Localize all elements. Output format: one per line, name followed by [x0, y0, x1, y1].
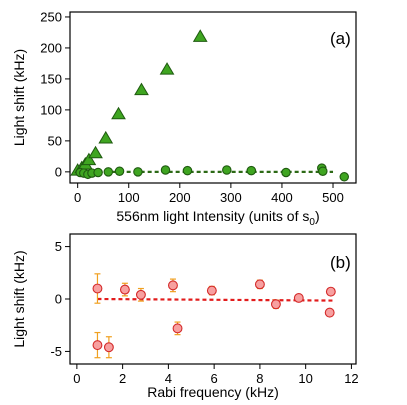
data-point-circle — [222, 165, 232, 175]
y-tick-label: 0 — [55, 292, 62, 307]
data-point-circle — [114, 166, 125, 176]
x-axis-label-text: 556nm light Intensity (units of s — [116, 208, 309, 224]
x-tick-label: 0 — [73, 371, 80, 386]
x-axis-label: Rabi frequency (kHz) — [147, 384, 279, 400]
y-tick-label: 0 — [55, 164, 62, 179]
data-point-triangle — [159, 62, 175, 75]
data-point-circle — [318, 166, 328, 176]
plot-frame — [69, 11, 357, 184]
x-tick-label: 2 — [119, 371, 126, 386]
panel-label: (a) — [330, 29, 351, 48]
y-axis-label: Light shift (kHz) — [11, 49, 27, 146]
x-tick-label: 6 — [211, 371, 218, 386]
data-point-triangle — [192, 29, 208, 42]
data-point-circle — [339, 172, 350, 182]
x-tick-label: 0 — [74, 190, 81, 205]
y-tick-label: -5 — [50, 344, 62, 359]
y-tick-label: 200 — [40, 40, 62, 55]
panel-label: (b) — [330, 253, 351, 272]
data-point-circle — [172, 323, 183, 334]
data-point-circle — [92, 283, 103, 294]
data-point-circle — [281, 167, 291, 178]
data-point-triangle — [134, 82, 149, 96]
x-tick-label: 100 — [118, 190, 140, 205]
data-point-circle — [93, 167, 103, 178]
data-point-triangle — [98, 130, 114, 144]
x-axis-label-subscript: 0 — [309, 217, 315, 228]
x-axis-label: 556nm light Intensity (units of s0) — [116, 208, 319, 228]
data-point-circle — [324, 307, 335, 318]
data-point-circle — [160, 165, 171, 175]
x-tick-label: 4 — [165, 371, 172, 386]
y-tick-label: 50 — [48, 133, 62, 148]
panel-a: 0 100 200 300 400 500 0 50 100 150 200 250 556nm lig… — [11, 9, 357, 228]
x-tick-label: 300 — [220, 190, 242, 205]
x-axis-label-text: Rabi frequency (kHz) — [147, 384, 279, 400]
data-point-circle — [92, 340, 103, 351]
data-point-circle — [103, 167, 114, 177]
data-point-circle — [182, 165, 193, 176]
x-tick-label: 8 — [256, 371, 263, 386]
data-point-circle — [168, 280, 178, 291]
data-point-triangle — [88, 145, 103, 159]
x-tick-label: 10 — [298, 371, 312, 386]
x-tick-label: 500 — [322, 190, 344, 205]
data-point-circle — [270, 299, 281, 310]
data-point-circle — [206, 285, 217, 296]
data-point-circle — [135, 289, 146, 300]
panel-b: 0 2 4 6 8 10 12 -5 0 5 Rabi frequency (kHz) Light s… — [11, 233, 359, 400]
x-tick-label: 400 — [271, 190, 293, 205]
fit-line — [97, 297, 334, 302]
y-tick-label: 250 — [40, 9, 62, 24]
y-tick-label: 100 — [40, 102, 62, 117]
y-axis-label: Light shift (kHz) — [11, 250, 27, 347]
x-tick-label: 12 — [344, 371, 358, 386]
data-point-circle — [133, 167, 143, 177]
data-point-circle — [103, 342, 114, 353]
data-point-circle — [119, 284, 130, 295]
x-tick-label: 200 — [169, 190, 191, 205]
data-point-circle — [293, 293, 304, 303]
y-tick-label: 5 — [55, 239, 62, 254]
data-point-circle — [325, 286, 336, 297]
data-point-triangle — [81, 152, 97, 166]
y-tick-label: 150 — [40, 71, 62, 86]
data-point-circle — [254, 279, 265, 290]
data-point-circle — [246, 165, 257, 176]
x-axis-label-close: ) — [315, 208, 320, 224]
data-point-triangle — [111, 106, 126, 120]
